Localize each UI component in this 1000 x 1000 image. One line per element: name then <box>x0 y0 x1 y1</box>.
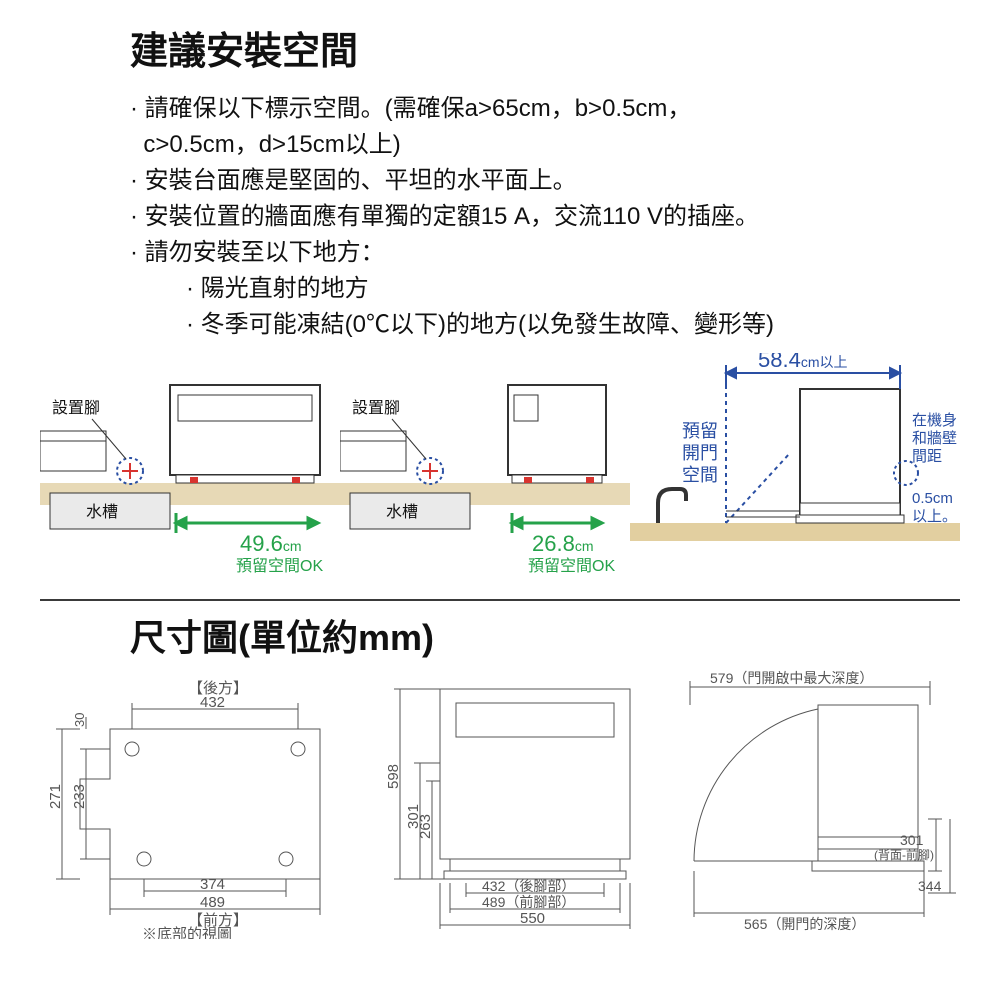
dim-c-left1: 預留 <box>682 421 718 441</box>
divider <box>40 599 960 601</box>
dims-c-301sub: (背面-前腳) <box>874 847 934 862</box>
note-b4s1: · 陽光直射的地方 <box>186 271 960 307</box>
dims-front-view: 598 301 263 432（後腳部） 489（前腳部） 550 <box>370 669 670 939</box>
placement-diagram-c: 58.4cm以上 預留 開門 空間 在機身 和牆壁 間距 0.5cm 以上。 <box>630 353 960 583</box>
dim-c-top: 58.4cm以上 <box>758 353 848 372</box>
note-b4: · 請勿安裝至以下地方： <box>130 235 960 271</box>
dims-c-579: 579（門開啟中最大深度） <box>710 670 873 686</box>
sink-label-b: 水槽 <box>386 503 418 521</box>
dims-b-263: 263 <box>417 814 434 839</box>
dim-c-left3: 空間 <box>682 465 718 485</box>
dim-b-value: 26.8cm <box>532 531 594 556</box>
dims-b-wfront: 489（前腳部） <box>482 894 575 910</box>
note-b1b: c>0.5cm，d>15cm以上) <box>130 127 960 163</box>
dimension-drawings-row: 【後方】 432 374 489 【前方】 ※底部的視圖 271 233 30 <box>40 669 960 939</box>
dim-c-left2: 開門 <box>682 443 718 463</box>
placement-diagrams-row: 水槽 設置腳 <box>40 353 960 583</box>
dim-c-r5: 以上。 <box>912 508 957 525</box>
dim-c-r2: 和牆壁 <box>912 430 957 447</box>
foot-label-a: 設置腳 <box>52 399 100 417</box>
dims-c-344: 344 <box>918 878 942 894</box>
sink-label-a: 水槽 <box>86 503 118 521</box>
dim-c-r3: 間距 <box>912 448 942 465</box>
dim-c-r4: 0.5cm <box>912 490 953 507</box>
placement-diagram-b: 水槽 設置腳 26.8cm <box>340 373 630 583</box>
section-dims-title: 尺寸圖(單位約mm) <box>130 609 960 661</box>
dims-a-271: 271 <box>47 784 64 809</box>
dims-a-30: 30 <box>72 713 87 727</box>
section-install-title: 建議安裝空間 <box>130 20 960 75</box>
dim-b-hint: 預留空間OK <box>528 557 615 575</box>
dims-bottom-view: 【後方】 432 374 489 【前方】 ※底部的視圖 271 233 30 <box>40 669 370 939</box>
dim-c-r1: 在機身 <box>912 412 957 429</box>
note-b2: · 安裝台面應是堅固的、平坦的水平面上。 <box>130 163 960 199</box>
dims-a-233: 233 <box>71 784 88 809</box>
dims-b-550: 550 <box>520 910 545 927</box>
install-notes: · 請確保以下標示空間。(需確保a>65cm，b>0.5cm， c>0.5cm，… <box>130 91 960 343</box>
note-b4s2: · 冬季可能凍結(0℃以下)的地方(以免發生故障、變形等) <box>186 307 960 343</box>
dims-side-view: 579（門開啟中最大深度） 301 (背面-前腳) 344 565（開門的深度） <box>670 669 960 939</box>
dim-a-hint: 預留空間OK <box>236 557 323 575</box>
dims-a-note: ※底部的視圖 <box>142 926 232 939</box>
dims-c-565: 565（開門的深度） <box>744 916 865 932</box>
foot-label-b: 設置腳 <box>352 399 400 417</box>
dims-b-wrear: 432（後腳部） <box>482 878 575 894</box>
dims-a-wfront: 489 <box>200 894 225 911</box>
dim-a-value: 49.6cm <box>240 531 302 556</box>
placement-diagram-a: 水槽 設置腳 <box>40 373 340 583</box>
dims-b-598: 598 <box>385 764 402 789</box>
dims-c-301: 301 <box>900 832 924 848</box>
dims-a-wrear: 432 <box>200 694 225 711</box>
note-b3: · 安裝位置的牆面應有單獨的定額15 A，交流110 V的插座。 <box>130 199 960 235</box>
note-b1a: · 請確保以下標示空間。(需確保a>65cm，b>0.5cm， <box>130 91 960 127</box>
dims-a-wmid: 374 <box>200 876 225 893</box>
